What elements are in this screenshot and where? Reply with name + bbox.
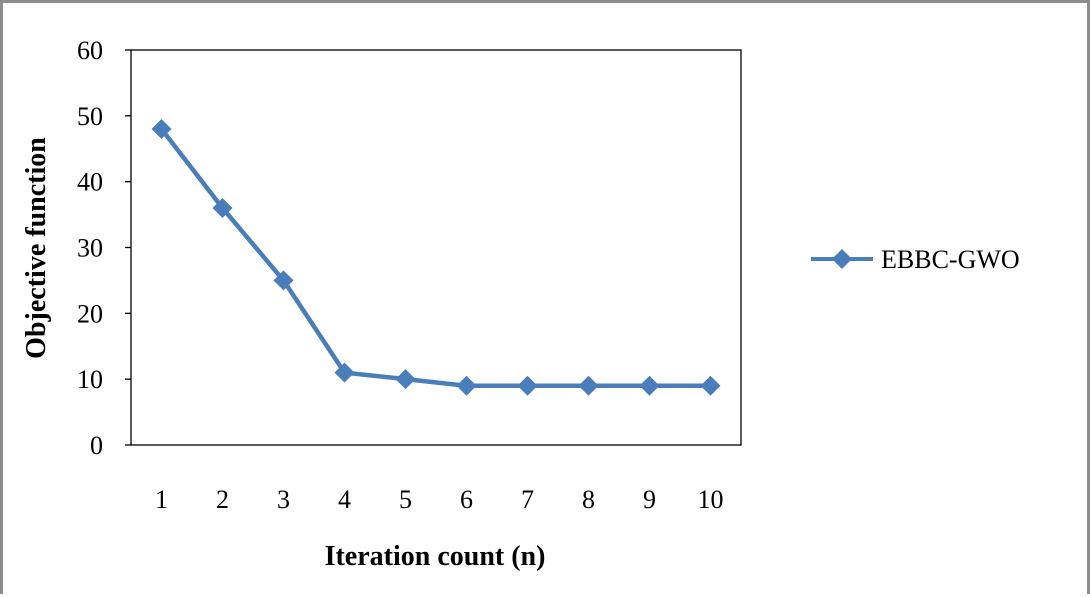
y-axis-title: Objective function <box>21 137 52 359</box>
x-tick-label: 2 <box>216 485 229 514</box>
x-tick-label: 7 <box>521 485 534 514</box>
x-tick-label: 10 <box>698 485 724 514</box>
legend: EBBC-GWO <box>811 245 1020 274</box>
y-tick-label: 50 <box>77 102 103 131</box>
y-tick-label: 30 <box>77 234 103 263</box>
plot-area <box>130 49 742 446</box>
x-axis-title: Iteration count (n) <box>325 541 546 572</box>
y-tick-label: 0 <box>90 431 103 460</box>
legend-marker <box>832 249 852 269</box>
y-tick-label: 60 <box>77 36 103 65</box>
x-axis-ticks: 1 2 3 4 5 6 7 8 9 10 <box>155 485 724 514</box>
x-tick-label: 9 <box>643 485 656 514</box>
x-tick-label: 8 <box>582 485 595 514</box>
legend-label: EBBC-GWO <box>881 245 1020 274</box>
data-point-marker <box>395 369 416 390</box>
x-tick-label: 4 <box>338 485 351 514</box>
data-point-marker <box>456 375 477 396</box>
x-tick-label: 6 <box>460 485 473 514</box>
y-tick-label: 10 <box>77 365 103 394</box>
x-tick-label: 1 <box>155 485 168 514</box>
x-tick-label: 3 <box>277 485 290 514</box>
data-point-marker <box>212 198 233 218</box>
data-point-marker <box>151 119 172 139</box>
data-point-marker <box>334 362 355 383</box>
series-line <box>159 127 711 388</box>
data-point-marker <box>517 375 538 396</box>
y-tick-label: 20 <box>77 299 103 328</box>
data-point-marker <box>273 270 294 291</box>
y-tick-label: 40 <box>77 168 103 197</box>
series-layer <box>151 119 721 396</box>
data-point-marker <box>578 375 599 396</box>
data-point-marker <box>700 375 721 396</box>
line-chart: 0 10 20 30 40 50 60 1 2 3 4 5 6 7 8 9 10 Iteration coun… <box>21 36 1020 572</box>
y-axis-ticks: 0 10 20 30 40 50 60 <box>77 36 131 460</box>
x-tick-label: 5 <box>399 485 412 514</box>
data-point-marker <box>639 375 660 396</box>
